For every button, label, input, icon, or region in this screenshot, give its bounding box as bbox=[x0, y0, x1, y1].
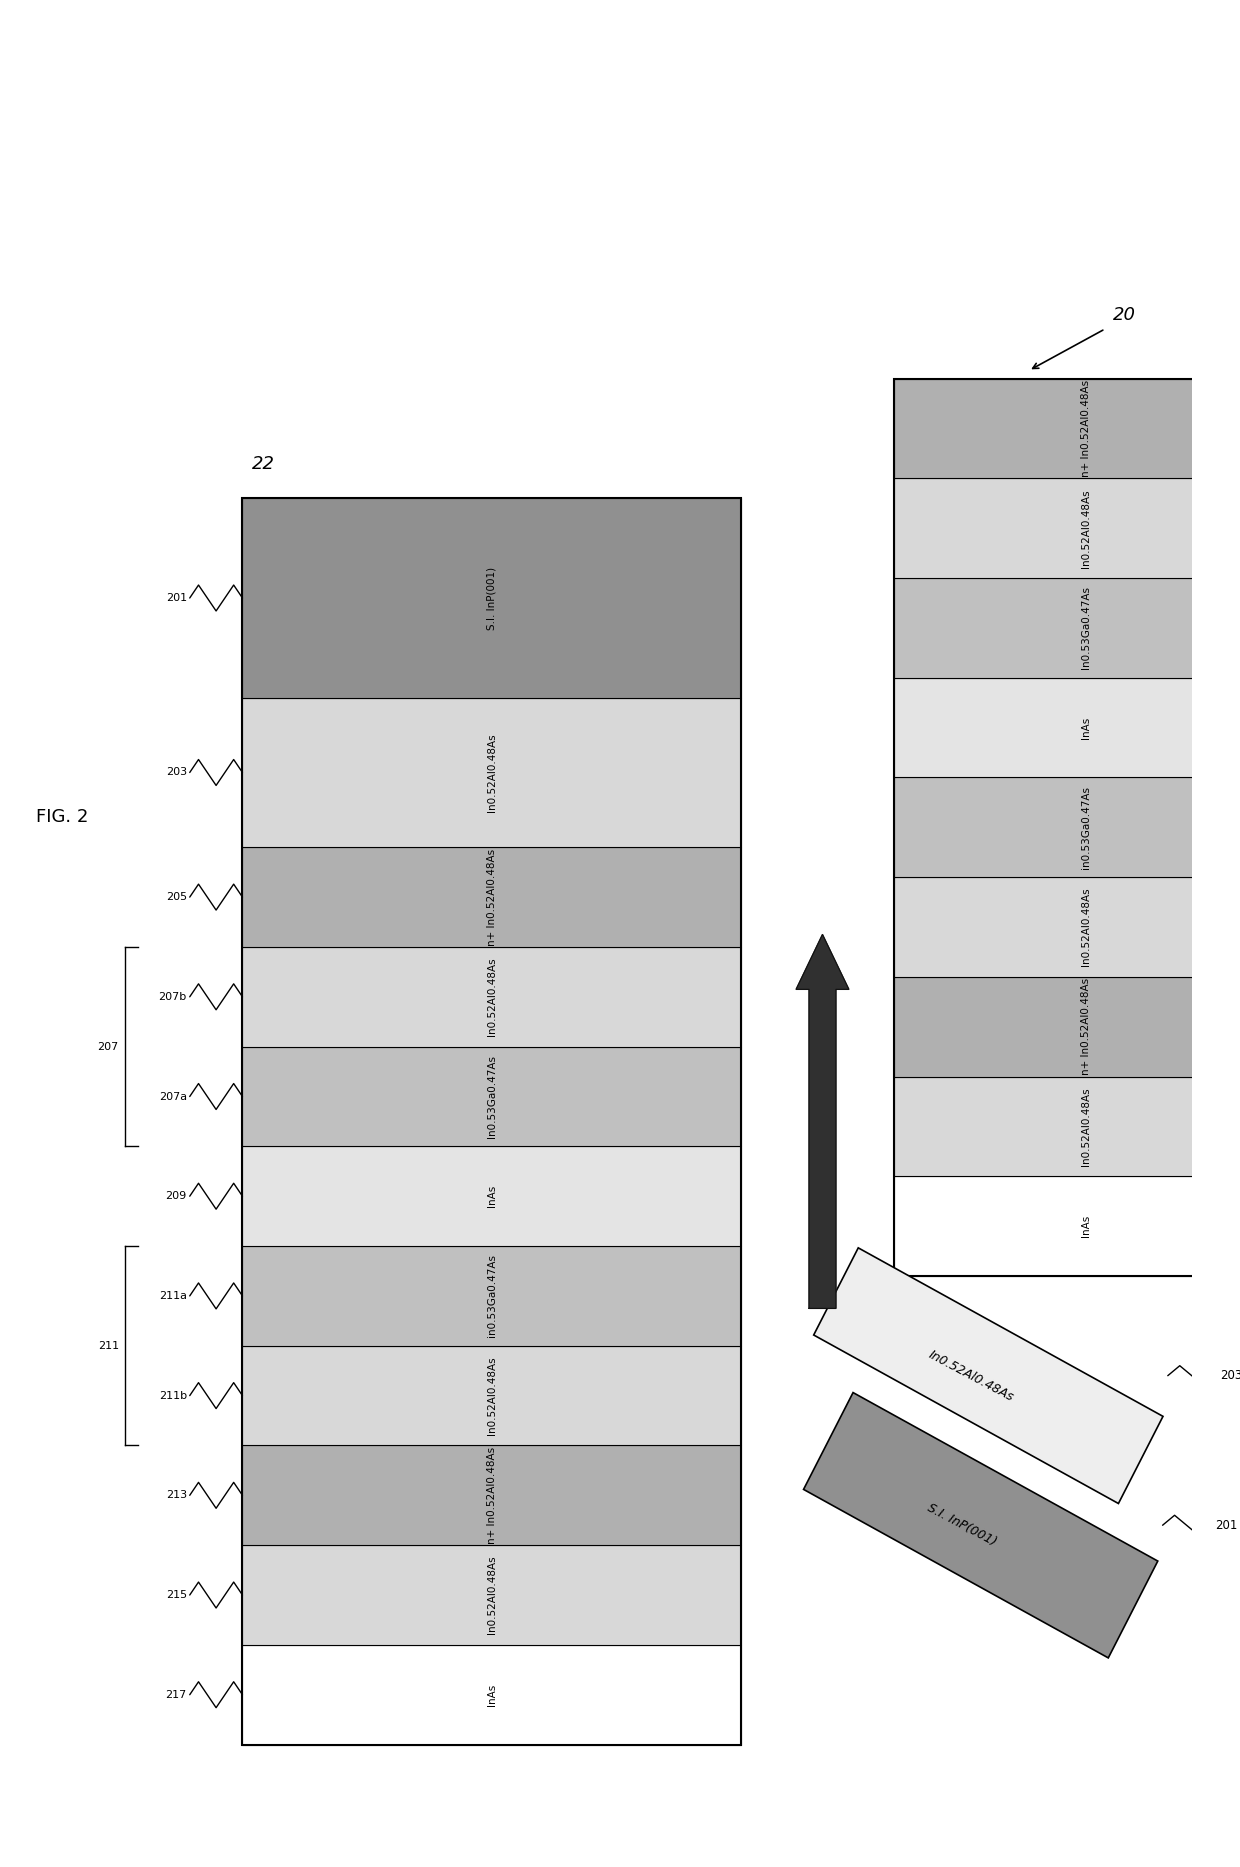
Bar bbox=[894, 379, 1240, 478]
Text: In0.52Al0.48As: In0.52Al0.48As bbox=[926, 1348, 1016, 1404]
Bar bbox=[894, 777, 1240, 877]
Text: In0.52Al0.48As: In0.52Al0.48As bbox=[1081, 489, 1091, 568]
Bar bbox=[243, 1245, 742, 1346]
Text: InAs: InAs bbox=[487, 1684, 497, 1706]
Polygon shape bbox=[813, 1247, 1163, 1503]
Text: 203: 203 bbox=[166, 767, 187, 777]
Bar bbox=[243, 698, 742, 848]
Text: 217: 217 bbox=[166, 1690, 187, 1699]
Text: 215: 215 bbox=[166, 1591, 187, 1600]
Bar bbox=[243, 848, 742, 947]
Bar bbox=[243, 1146, 742, 1245]
Text: 211: 211 bbox=[98, 1341, 119, 1350]
Text: 211b: 211b bbox=[159, 1391, 187, 1400]
Text: In0.52Al0.48As: In0.52Al0.48As bbox=[1081, 887, 1091, 967]
Bar bbox=[894, 1176, 1240, 1275]
Bar bbox=[243, 498, 742, 1744]
Text: S.I. InP(001): S.I. InP(001) bbox=[487, 566, 497, 629]
Text: 207: 207 bbox=[98, 1042, 119, 1051]
Text: 201: 201 bbox=[166, 594, 187, 603]
Text: 22: 22 bbox=[252, 456, 275, 474]
Bar bbox=[894, 1077, 1240, 1176]
Bar bbox=[894, 379, 1240, 1275]
Text: InAs: InAs bbox=[1081, 1215, 1091, 1238]
Bar bbox=[243, 1445, 742, 1546]
Text: In0.53Ga0.47As: In0.53Ga0.47As bbox=[1081, 586, 1091, 670]
Bar bbox=[243, 498, 742, 698]
Polygon shape bbox=[796, 935, 849, 1309]
Bar bbox=[243, 947, 742, 1047]
Polygon shape bbox=[804, 1393, 1158, 1658]
Text: in0.53Ga0.47As: in0.53Ga0.47As bbox=[1081, 786, 1091, 868]
Text: in0.53Ga0.47As: in0.53Ga0.47As bbox=[487, 1255, 497, 1337]
Bar bbox=[894, 579, 1240, 678]
Bar bbox=[894, 678, 1240, 777]
Text: 209: 209 bbox=[166, 1191, 187, 1200]
Text: 203: 203 bbox=[1220, 1369, 1240, 1382]
Bar bbox=[243, 1546, 742, 1645]
Bar bbox=[243, 1047, 742, 1146]
Bar bbox=[894, 877, 1240, 976]
Bar bbox=[894, 478, 1240, 579]
Text: InAs: InAs bbox=[1081, 717, 1091, 739]
Text: 20: 20 bbox=[1114, 306, 1136, 323]
Text: n+ In0.52Al0.48As: n+ In0.52Al0.48As bbox=[1081, 978, 1091, 1075]
Text: n+ In0.52Al0.48As: n+ In0.52Al0.48As bbox=[487, 1447, 497, 1544]
Text: In0.53Ga0.47As: In0.53Ga0.47As bbox=[487, 1055, 497, 1139]
Text: In0.52Al0.48As: In0.52Al0.48As bbox=[487, 1555, 497, 1634]
Text: In0.52Al0.48As: In0.52Al0.48As bbox=[487, 734, 497, 812]
Text: n+ In0.52Al0.48As: n+ In0.52Al0.48As bbox=[487, 848, 497, 947]
Text: In0.52Al0.48As: In0.52Al0.48As bbox=[1081, 1087, 1091, 1165]
Text: 201: 201 bbox=[1215, 1518, 1238, 1531]
Bar bbox=[894, 976, 1240, 1077]
Bar bbox=[243, 1346, 742, 1445]
Text: FIG. 2: FIG. 2 bbox=[36, 808, 89, 827]
Text: In0.52Al0.48As: In0.52Al0.48As bbox=[487, 1355, 497, 1436]
Text: 213: 213 bbox=[166, 1490, 187, 1501]
Text: 211a: 211a bbox=[159, 1290, 187, 1301]
Text: n+ In0.52Al0.48As: n+ In0.52Al0.48As bbox=[1081, 381, 1091, 478]
Text: 207a: 207a bbox=[159, 1092, 187, 1102]
Text: In0.52Al0.48As: In0.52Al0.48As bbox=[487, 958, 497, 1036]
Text: S.I. InP(001): S.I. InP(001) bbox=[925, 1501, 998, 1550]
Bar bbox=[243, 1645, 742, 1744]
Text: InAs: InAs bbox=[487, 1186, 497, 1208]
Text: 207b: 207b bbox=[159, 991, 187, 1003]
Text: 205: 205 bbox=[166, 892, 187, 902]
